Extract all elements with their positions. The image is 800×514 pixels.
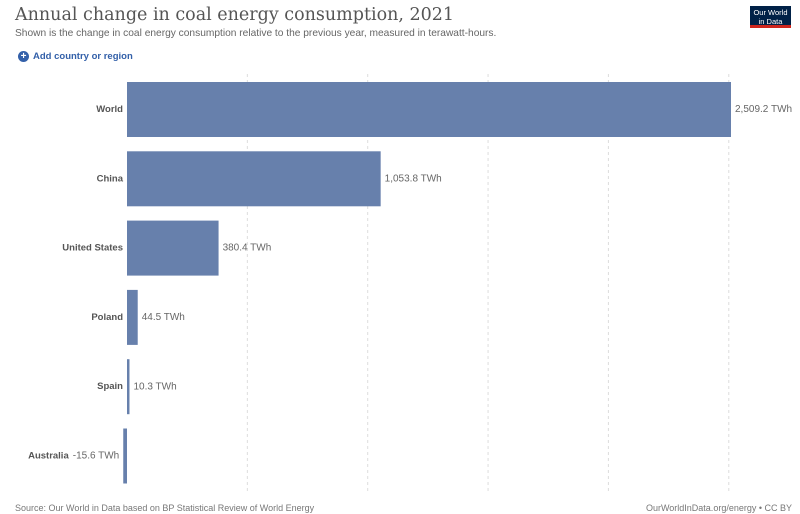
category-label: Spain xyxy=(97,381,123,392)
value-label: 2,509.2 TWh xyxy=(735,104,792,115)
category-label: World xyxy=(96,104,123,115)
bar-united-states[interactable] xyxy=(127,220,219,276)
value-label: 1,053.8 TWh xyxy=(385,173,442,184)
add-country-label: Add country or region xyxy=(33,51,133,62)
category-label: Poland xyxy=(91,312,123,323)
category-label: China xyxy=(97,173,124,184)
add-country-button[interactable]: + Add country or region xyxy=(18,51,133,62)
plus-circle-icon: + xyxy=(18,51,29,62)
bar-poland[interactable] xyxy=(127,289,138,345)
logo-line-2: in Data xyxy=(758,17,783,26)
source-note[interactable]: Source: Our World in Data based on BP St… xyxy=(15,503,315,513)
bar-australia[interactable] xyxy=(123,428,127,484)
value-label: 44.5 TWh xyxy=(142,312,185,323)
chart-title: Annual change in coal energy consumption… xyxy=(15,5,455,25)
bar-spain[interactable] xyxy=(127,359,130,415)
category-label: United States xyxy=(62,243,123,254)
category-label: Australia xyxy=(28,451,69,462)
owid-logo[interactable]: Our World in Data xyxy=(750,6,791,28)
bar-world[interactable] xyxy=(127,82,731,137)
license-note[interactable]: OurWorldInData.org/energy • CC BY xyxy=(645,503,792,513)
chart-subtitle: Shown is the change in coal energy consu… xyxy=(15,28,497,39)
logo-line-1: Our World xyxy=(753,8,788,17)
bar-china[interactable] xyxy=(127,151,381,207)
value-label: 10.3 TWh xyxy=(133,381,176,392)
value-label: -15.6 TWh xyxy=(73,451,120,462)
value-label: 380.4 TWh xyxy=(223,243,272,254)
